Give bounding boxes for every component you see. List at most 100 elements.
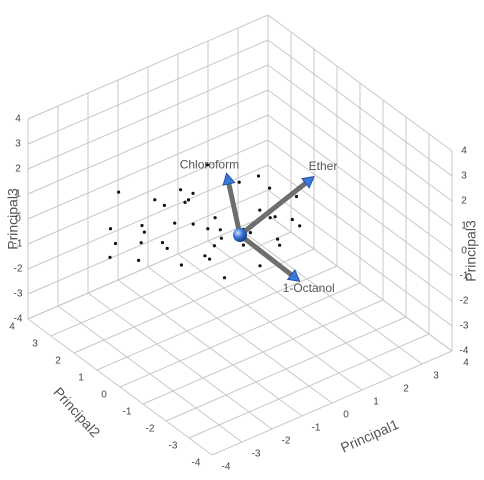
x-tick-label: -2 — [282, 436, 291, 447]
arrow-head — [222, 172, 236, 186]
point — [203, 254, 207, 258]
z-tick-label: 0 — [15, 214, 21, 225]
y-tick-label: 4 — [9, 322, 15, 333]
z-tick-label: 2 — [461, 196, 467, 207]
point — [268, 216, 272, 220]
axis-title: Principal2 — [50, 384, 103, 441]
z-tick-label: 1 — [15, 189, 21, 200]
grid-line — [73, 248, 315, 354]
point — [237, 180, 241, 184]
x-tick-label: -1 — [312, 423, 321, 434]
point — [212, 244, 216, 248]
grid-line — [267, 114, 453, 252]
z-tick-label: -2 — [460, 296, 469, 307]
point — [222, 276, 227, 280]
y-tick-label: -4 — [192, 458, 201, 469]
z-tick-label: -4 — [460, 346, 469, 357]
point — [160, 241, 165, 245]
grid-line — [27, 89, 269, 195]
grid-line — [267, 14, 453, 152]
point — [117, 190, 121, 194]
z-tick-label: -3 — [460, 321, 469, 332]
point — [179, 263, 183, 267]
point — [256, 174, 261, 178]
y-tick-label: -2 — [146, 424, 155, 435]
point — [218, 228, 222, 232]
point — [191, 191, 195, 195]
z-tick-label: 3 — [461, 171, 467, 182]
grid-line — [165, 316, 407, 422]
point — [206, 227, 210, 231]
grid-line — [27, 139, 269, 245]
point — [108, 255, 112, 259]
point — [219, 236, 223, 240]
x-tick-label: 4 — [463, 358, 469, 369]
point — [258, 208, 262, 212]
z-tick-label: -3 — [14, 289, 23, 300]
grid-line — [27, 189, 269, 295]
grid-line — [27, 39, 269, 145]
point — [213, 216, 217, 220]
grid-line — [27, 64, 269, 170]
origin — [233, 228, 247, 242]
point — [208, 257, 212, 261]
x-tick-label: 3 — [433, 371, 439, 382]
point — [108, 227, 113, 231]
z-tick-label: 2 — [15, 164, 21, 175]
point — [278, 243, 282, 247]
grid-line — [267, 39, 453, 177]
grid-line — [188, 333, 430, 439]
x-tick-label: 1 — [373, 397, 379, 408]
y-tick-label: 2 — [55, 356, 61, 367]
grid-line — [142, 299, 384, 405]
vector — [237, 232, 300, 282]
axis-title: Principal1 — [338, 416, 401, 456]
point — [153, 198, 157, 202]
axis-title: Principal3 — [5, 188, 21, 250]
axis-title: Principal3 — [463, 220, 479, 282]
point — [241, 243, 245, 247]
point — [137, 258, 141, 262]
point — [294, 194, 299, 199]
vector-label: 1-Octanol — [283, 281, 335, 295]
point — [290, 217, 294, 222]
y-tick-label: 3 — [32, 339, 38, 350]
grid-line — [267, 189, 453, 327]
point — [205, 163, 209, 167]
point — [298, 224, 302, 228]
plot-area: Chloroform Ether 1-Octanol — [108, 157, 337, 295]
y-tick-label: 1 — [78, 373, 84, 384]
z-tick-label: -4 — [14, 314, 23, 325]
point — [186, 198, 191, 202]
point — [179, 188, 183, 192]
point — [183, 200, 187, 204]
point — [273, 215, 277, 219]
point — [268, 186, 272, 190]
grid-line — [96, 265, 338, 371]
vector-label: Ether — [309, 159, 338, 173]
grid: -4-3-2-101234-4-3-2-101234-4-4-3-3-2-2-1… — [5, 14, 479, 473]
point — [140, 223, 144, 228]
grid-line — [267, 214, 453, 352]
arrow-head — [301, 175, 315, 189]
x-tick-label: -4 — [222, 462, 231, 473]
grid-line — [27, 114, 269, 220]
z-tick-label: 4 — [15, 114, 21, 125]
point — [276, 237, 280, 241]
vector — [224, 174, 243, 238]
point — [248, 231, 252, 235]
z-tick-label: 3 — [15, 139, 21, 150]
grid-line — [267, 64, 453, 202]
grid-line — [27, 14, 269, 120]
vector-label: Chloroform — [180, 157, 239, 171]
x-tick-label: -3 — [252, 449, 261, 460]
x-tick-label: 2 — [403, 384, 409, 395]
arrow-head — [286, 269, 301, 282]
z-tick-label: -1 — [14, 239, 23, 250]
grid-line — [119, 282, 361, 388]
point — [113, 241, 118, 246]
point — [162, 203, 166, 207]
y-tick-label: -1 — [123, 407, 132, 418]
point — [165, 246, 169, 250]
